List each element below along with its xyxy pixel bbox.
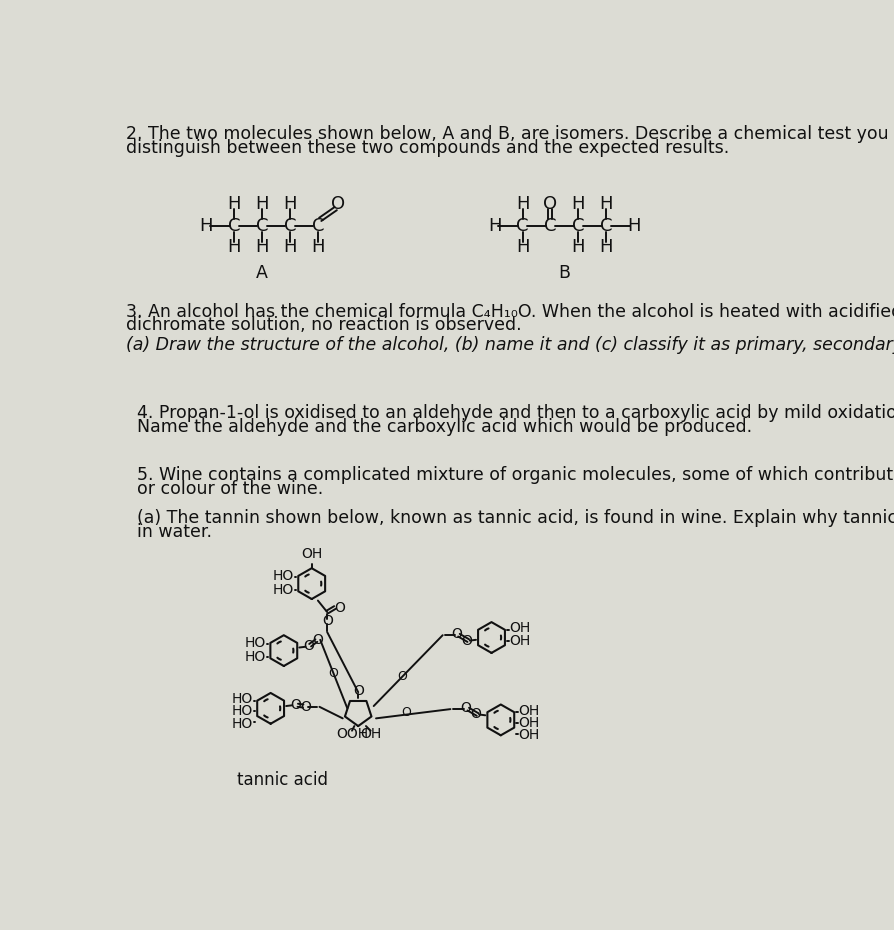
Text: HO: HO xyxy=(232,717,253,731)
Text: 5. Wine contains a complicated mixture of organic molecules, some of which contr: 5. Wine contains a complicated mixture o… xyxy=(137,466,894,484)
Text: O: O xyxy=(290,698,301,711)
Text: H: H xyxy=(256,238,269,256)
Text: HO: HO xyxy=(273,569,294,583)
Text: or colour of the wine.: or colour of the wine. xyxy=(137,480,323,498)
Text: O: O xyxy=(331,195,345,213)
Text: H: H xyxy=(600,195,613,213)
Text: HO: HO xyxy=(232,704,253,719)
Text: in water.: in water. xyxy=(137,523,212,540)
Text: B: B xyxy=(559,264,570,282)
Text: O: O xyxy=(303,639,314,653)
Text: dichromate solution, no reaction is observed.: dichromate solution, no reaction is obse… xyxy=(126,316,521,335)
Text: H: H xyxy=(227,195,241,213)
Text: H: H xyxy=(199,217,213,234)
Text: H: H xyxy=(571,195,585,213)
Text: C: C xyxy=(312,217,325,234)
Text: C: C xyxy=(572,217,585,234)
Text: HO: HO xyxy=(245,650,266,664)
Text: H: H xyxy=(488,217,502,234)
Text: O: O xyxy=(300,699,311,714)
Text: 2. The two molecules shown below, A and B, are isomers. Describe a chemical test: 2. The two molecules shown below, A and … xyxy=(126,126,894,143)
Text: O: O xyxy=(313,632,324,647)
Text: O: O xyxy=(334,602,345,616)
Text: O: O xyxy=(470,707,482,721)
Text: OH: OH xyxy=(510,633,530,647)
Text: 3. An alcohol has the chemical formula C₄H₁₀O. When the alcohol is heated with a: 3. An alcohol has the chemical formula C… xyxy=(126,302,894,321)
Text: A: A xyxy=(257,264,268,282)
Text: C: C xyxy=(516,217,528,234)
Text: C: C xyxy=(256,217,268,234)
Text: O: O xyxy=(451,628,462,642)
Text: H: H xyxy=(311,238,325,256)
Text: H: H xyxy=(516,238,529,256)
Text: tannic acid: tannic acid xyxy=(237,772,328,790)
Text: C: C xyxy=(283,217,296,234)
Text: H: H xyxy=(516,195,529,213)
Text: OH: OH xyxy=(510,621,530,635)
Text: Name the aldehyde and the carboxylic acid which would be produced.: Name the aldehyde and the carboxylic aci… xyxy=(137,418,752,436)
Text: C: C xyxy=(600,217,612,234)
Text: HO: HO xyxy=(245,636,266,650)
Text: C: C xyxy=(544,217,557,234)
Text: O: O xyxy=(544,195,558,213)
Text: distinguish between these two compounds and the expected results.: distinguish between these two compounds … xyxy=(126,140,729,157)
Text: 4. Propan-1-ol is oxidised to an aldehyde and then to a carboxylic acid by mild : 4. Propan-1-ol is oxidised to an aldehyd… xyxy=(137,405,894,422)
Text: HO: HO xyxy=(232,692,253,706)
Text: O: O xyxy=(460,701,471,715)
Text: (a) Draw the structure of the alcohol, (b) name it and (c) classify it as primar: (a) Draw the structure of the alcohol, (… xyxy=(126,337,894,354)
Text: O: O xyxy=(322,615,333,629)
Text: H: H xyxy=(256,195,269,213)
Text: OH: OH xyxy=(519,704,540,718)
Text: (a) The tannin shown below, known as tannic acid, is found in wine. Explain why : (a) The tannin shown below, known as tan… xyxy=(137,509,894,527)
Text: H: H xyxy=(227,238,241,256)
Text: OH: OH xyxy=(301,547,323,562)
Text: H: H xyxy=(283,195,297,213)
Text: OOH: OOH xyxy=(336,726,368,741)
Text: H: H xyxy=(600,238,613,256)
Text: C: C xyxy=(228,217,240,234)
Text: O: O xyxy=(398,670,408,683)
Text: O: O xyxy=(328,667,338,680)
Text: O: O xyxy=(353,684,364,698)
Text: OH: OH xyxy=(519,716,540,730)
Text: OH: OH xyxy=(519,728,540,742)
Text: H: H xyxy=(571,238,585,256)
Text: H: H xyxy=(628,217,641,234)
Text: HO: HO xyxy=(273,583,294,597)
Text: O: O xyxy=(461,634,472,648)
Text: OH: OH xyxy=(360,726,381,741)
Text: O: O xyxy=(401,706,411,719)
Text: H: H xyxy=(283,238,297,256)
